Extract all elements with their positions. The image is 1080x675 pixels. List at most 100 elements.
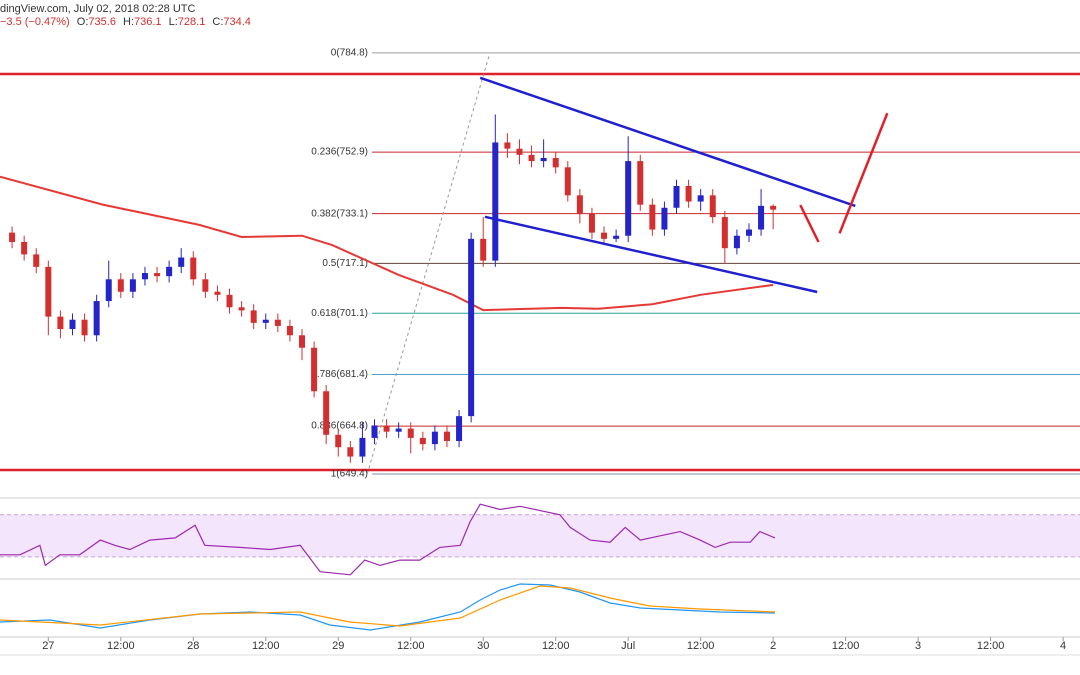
candle-body [311, 347, 318, 392]
candle-body [480, 238, 487, 261]
candle-body [274, 319, 281, 326]
rsi-band [0, 514, 1080, 557]
candle-body [468, 238, 475, 417]
x-tick-label: 29 [332, 640, 344, 652]
candle-body [552, 157, 559, 168]
x-tick-label: 12:00 [977, 640, 1005, 652]
candle-body [540, 157, 547, 162]
candle-body [69, 319, 76, 330]
fib-label: 0.886(664.8) [311, 421, 368, 432]
candle-body [576, 195, 583, 214]
candle-body [335, 434, 342, 448]
candle-body [456, 416, 463, 442]
x-tick-label: 12:00 [687, 640, 715, 652]
candle-body [9, 232, 16, 242]
x-tick-label: 12:00 [107, 640, 135, 652]
candle-body [407, 428, 414, 438]
x-tick-label: 3 [915, 640, 921, 652]
plot: 0(784.8) 0.236(752.9) 0.382(733.1) 0.5(717.… [0, 48, 1080, 652]
header-title: dingView.com, July 02, 2018 02:28 UTC [0, 3, 196, 15]
candle-body [528, 154, 535, 162]
candle-body [214, 291, 221, 295]
candle-body [697, 195, 704, 202]
candle-body [492, 142, 499, 261]
x-tick-label: 12:00 [832, 640, 860, 652]
candle-body [649, 204, 656, 230]
candle-body [709, 195, 716, 218]
candle-body [93, 301, 100, 336]
candle-body [323, 391, 330, 435]
candle-body [588, 213, 595, 233]
candle-body [190, 257, 197, 280]
moving-average [0, 175, 774, 312]
candle-body [299, 335, 306, 348]
candle-body [33, 254, 40, 267]
candle-body [371, 425, 378, 438]
candle-body [601, 232, 608, 239]
candle-body [166, 266, 173, 277]
fib-label: 1(649.4) [331, 469, 368, 480]
candle-body [117, 279, 124, 292]
ohlc-label: C: [212, 16, 223, 28]
rsi-line [0, 503, 776, 576]
x-tick-label: Jul [621, 640, 635, 652]
candle-body [45, 266, 52, 317]
ohlc-value: 734.4 [223, 16, 251, 28]
candle-body [395, 428, 402, 432]
candle-body [625, 161, 632, 236]
candle-body [733, 235, 740, 249]
candle-body [226, 294, 233, 308]
candle-body [758, 205, 765, 230]
change: −3.5 (−0.47%) [0, 16, 70, 28]
x-tick-label: 30 [477, 640, 489, 652]
candle-body [250, 310, 257, 323]
trendline [838, 112, 889, 234]
x-tick-label: 2 [770, 640, 776, 652]
candle-body [564, 167, 571, 196]
candle-body [745, 229, 752, 236]
ohlc-label: H: [123, 16, 134, 28]
candle-body [141, 273, 148, 280]
ohlc-value: 735.6 [88, 16, 116, 28]
fib-label: 0.236(752.9) [311, 147, 368, 158]
candle-body [443, 431, 450, 442]
candle-body [238, 307, 245, 311]
ohlc-value: 728.1 [178, 16, 206, 28]
fib-label: 0.786(681.4) [311, 369, 368, 380]
fib-label: 0.5(717.1) [322, 258, 368, 269]
candle-body [154, 273, 161, 277]
ohlc-label: L: [169, 16, 178, 28]
candle-body [262, 319, 269, 323]
candle-body [637, 161, 644, 205]
x-tick-label: 12:00 [397, 640, 425, 652]
candle-body [105, 279, 112, 302]
x-tick-label: 27 [42, 640, 54, 652]
x-tick-label: 12:00 [252, 640, 280, 652]
x-tick-label: 12:00 [542, 640, 570, 652]
candle-body [81, 319, 88, 336]
fib-label: 0(784.8) [331, 48, 368, 59]
candle-body [21, 241, 28, 255]
candle-body [613, 235, 620, 239]
candle-body [419, 437, 426, 445]
trendline [484, 215, 818, 294]
candle-body [383, 425, 390, 432]
candle-body [286, 325, 293, 336]
candle-body [129, 279, 136, 292]
trendline [799, 204, 820, 243]
fib-label: 0.382(733.1) [311, 208, 368, 219]
macd-line [0, 585, 776, 627]
candle-body [202, 279, 209, 292]
candle-body [516, 148, 523, 155]
candle-body [685, 185, 692, 202]
candle-body [57, 316, 64, 330]
trendline [479, 76, 856, 208]
ohlc-label: O: [77, 16, 89, 28]
candle-body [359, 437, 366, 457]
x-tick-label: 4 [1060, 640, 1066, 652]
candle-body [178, 257, 185, 267]
fib-label: 0.618(701.1) [311, 308, 368, 319]
fib-anchor [366, 52, 491, 475]
x-tick-label: 28 [187, 640, 199, 652]
